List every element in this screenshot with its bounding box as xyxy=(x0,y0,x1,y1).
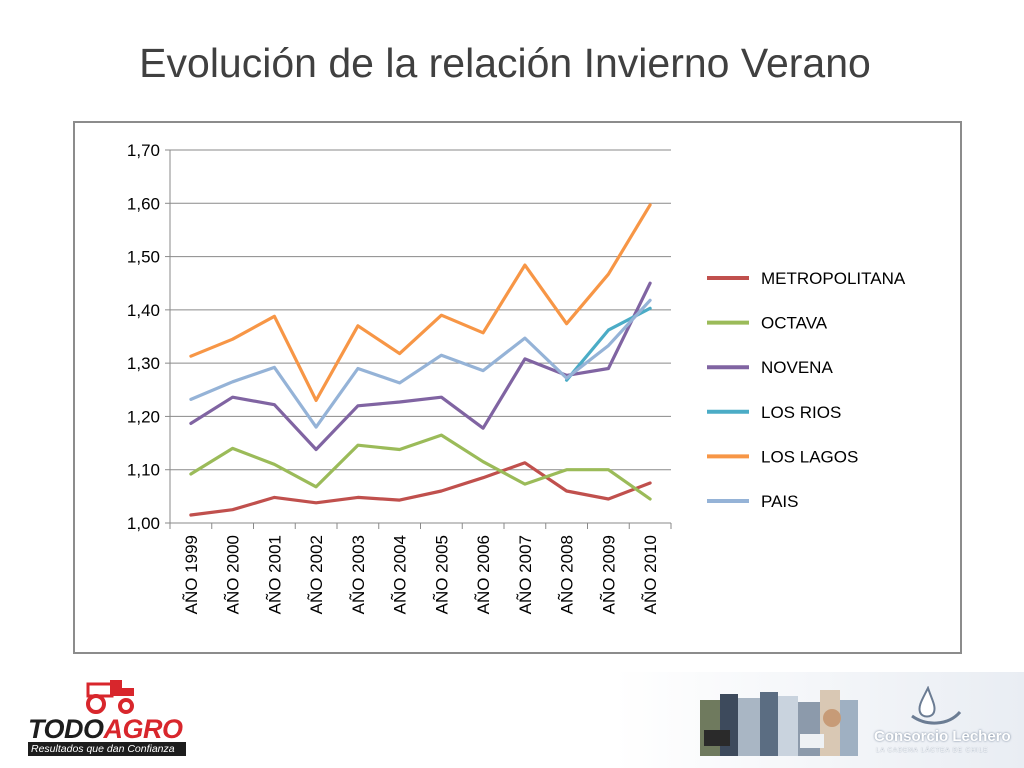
x-tick-label: AÑO 2006 xyxy=(474,535,493,614)
x-tick-label: AÑO 2001 xyxy=(265,535,284,614)
tractor-icon xyxy=(86,680,134,714)
milk-drop-icon xyxy=(911,686,962,725)
legend-label-metropolitana: METROPOLITANA xyxy=(761,269,906,288)
x-tick-label: AÑO 2009 xyxy=(599,535,618,614)
x-tick-label: AÑO 2002 xyxy=(307,535,326,614)
legend-label-novena: NOVENA xyxy=(761,358,833,377)
x-tick-label: AÑO 2000 xyxy=(224,535,243,614)
legend-label-pais: PAIS xyxy=(761,492,798,511)
x-tick-label: AÑO 2003 xyxy=(349,535,368,614)
x-tick-label: AÑO 2010 xyxy=(641,535,660,614)
legend-label-octava: OCTAVA xyxy=(761,314,828,333)
consorcio-lechero-tagline: LA CADENA LÁCTEA DE CHILE xyxy=(876,748,989,754)
series-line-pais xyxy=(189,298,652,429)
todoagro-slogan: Resultados que dan Confianza xyxy=(28,742,186,756)
x-tick-label: AÑO 2005 xyxy=(432,535,451,614)
series-line-los-lagos xyxy=(189,203,652,402)
y-tick-label: 1,40 xyxy=(127,301,160,320)
x-tick-label: AÑO 2007 xyxy=(516,535,535,614)
y-tick-label: 1,20 xyxy=(127,407,160,426)
series-line-octava xyxy=(189,433,652,501)
x-tick-label: AÑO 1999 xyxy=(182,535,201,614)
todoagro-logo: TODOAGRO Resultados que dan Confianza xyxy=(28,678,193,760)
y-tick-label: 1,50 xyxy=(127,248,160,267)
y-tick-label: 1,70 xyxy=(127,141,160,160)
consorcio-lechero-logo: Consorcio Lechero LA CADENA LÁCTEA DE CH… xyxy=(868,686,1018,762)
todoagro-name: TODOAGRO xyxy=(28,714,183,744)
y-tick-label: 1,10 xyxy=(127,461,160,480)
series-line-metropolitana xyxy=(189,461,652,517)
consorcio-lechero-name: Consorcio Lechero xyxy=(874,728,1011,745)
dairy-photo-strip xyxy=(700,690,858,756)
x-tick-label: AÑO 2008 xyxy=(558,535,577,614)
x-tick-label: AÑO 2004 xyxy=(391,535,410,614)
y-tick-label: 1,00 xyxy=(127,514,160,533)
legend-label-los-lagos: LOS LAGOS xyxy=(761,447,858,466)
chart-frame: 1,00 1,10 1,20 1,30 1,40 1,50 1,60 1,70 AÑO 1999… xyxy=(73,121,962,654)
slide-title: Evolución de la relación Invierno Verano xyxy=(139,40,871,86)
y-tick-label: 1,60 xyxy=(127,194,160,213)
y-tick-label: 1,30 xyxy=(127,354,160,373)
legend-label-los-rios: LOS RIOS xyxy=(761,403,841,422)
line-chart: 1,00 1,10 1,20 1,30 1,40 1,50 1,60 1,70 AÑO 1999… xyxy=(127,141,906,614)
